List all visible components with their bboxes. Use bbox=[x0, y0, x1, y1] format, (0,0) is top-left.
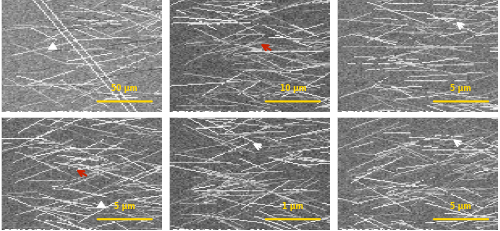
Text: PTMC/PLA 2 in OM−: PTMC/PLA 2 in OM− bbox=[340, 227, 441, 231]
Text: PTMC/PLA 0 in OM−: PTMC/PLA 0 in OM− bbox=[4, 227, 104, 231]
Polygon shape bbox=[96, 201, 106, 208]
Text: 10 μm: 10 μm bbox=[280, 84, 306, 93]
Text: 5 μm: 5 μm bbox=[450, 201, 471, 210]
Text: PTMC/PLA 1 in OM−: PTMC/PLA 1 in OM− bbox=[172, 227, 273, 231]
Text: PTMC/PLA 0 in BM: PTMC/PLA 0 in BM bbox=[172, 110, 264, 119]
Text: PTMC/PLA 0 in OM+: PTMC/PLA 0 in OM+ bbox=[340, 110, 441, 119]
Text: 50 μm: 50 μm bbox=[112, 84, 138, 93]
Text: 1 μm: 1 μm bbox=[282, 201, 304, 210]
Polygon shape bbox=[48, 43, 58, 50]
Text: 5 μm: 5 μm bbox=[450, 84, 471, 93]
Text: Cell-free PTMC/PLA: Cell-free PTMC/PLA bbox=[4, 110, 102, 119]
Text: 5 μm: 5 μm bbox=[114, 201, 136, 210]
